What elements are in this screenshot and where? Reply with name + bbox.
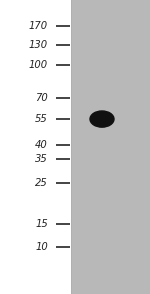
Bar xyxy=(71,0,150,294)
Text: 130: 130 xyxy=(29,40,48,50)
Text: 10: 10 xyxy=(35,242,48,252)
Ellipse shape xyxy=(90,111,114,127)
Text: 35: 35 xyxy=(35,154,48,164)
Text: 170: 170 xyxy=(29,21,48,31)
Text: 40: 40 xyxy=(35,140,48,150)
Text: 70: 70 xyxy=(35,93,48,103)
Bar xyxy=(0,0,71,294)
Text: 25: 25 xyxy=(35,178,48,188)
Text: 100: 100 xyxy=(29,60,48,70)
Text: 15: 15 xyxy=(35,219,48,229)
Text: 55: 55 xyxy=(35,114,48,124)
